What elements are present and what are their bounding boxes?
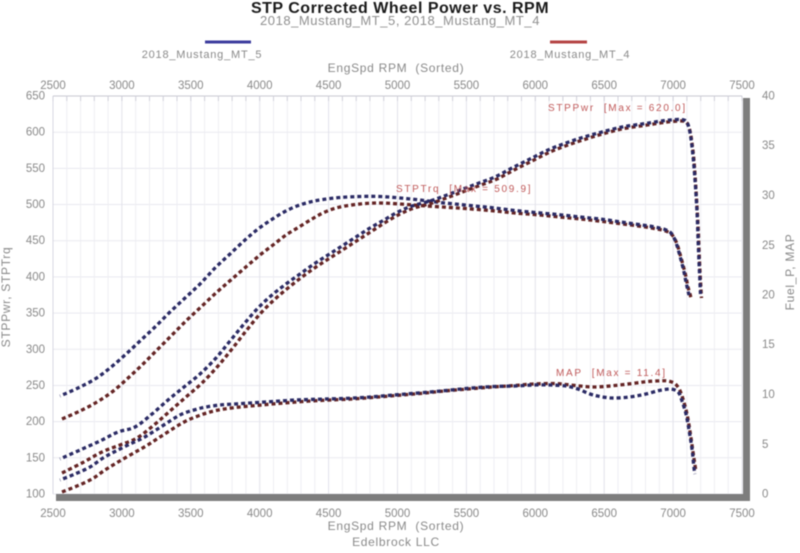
svg-text:2500: 2500 xyxy=(40,508,66,520)
svg-text:4000: 4000 xyxy=(247,80,273,92)
svg-text:4000: 4000 xyxy=(247,508,273,520)
svg-text:6000: 6000 xyxy=(523,80,549,92)
svg-text:5: 5 xyxy=(762,439,768,451)
svg-text:25: 25 xyxy=(762,240,775,252)
svg-text:3000: 3000 xyxy=(109,508,135,520)
svg-text:2018_Mustang_MT_5: 2018_Mustang_MT_5 xyxy=(142,49,263,61)
svg-text:650: 650 xyxy=(26,91,45,103)
svg-text:500: 500 xyxy=(26,199,45,211)
svg-text:200: 200 xyxy=(26,416,45,428)
svg-text:2500: 2500 xyxy=(40,80,66,92)
svg-text:4500: 4500 xyxy=(316,508,342,520)
svg-text:7500: 7500 xyxy=(729,80,755,92)
svg-text:30: 30 xyxy=(762,190,775,202)
svg-text:2018_Mustang_MT_4: 2018_Mustang_MT_4 xyxy=(510,49,631,61)
svg-text:EngSpd RPM (Sorted): EngSpd RPM (Sorted) xyxy=(328,61,465,75)
svg-text:150: 150 xyxy=(26,452,45,464)
svg-text:3500: 3500 xyxy=(178,508,204,520)
svg-text:600: 600 xyxy=(26,127,45,139)
svg-text:EngSpd RPM (Sorted): EngSpd RPM (Sorted) xyxy=(328,519,465,533)
svg-text:6500: 6500 xyxy=(591,80,617,92)
svg-text:350: 350 xyxy=(26,308,45,320)
svg-text:7000: 7000 xyxy=(660,80,686,92)
svg-text:STPTrq [Max = 509.9]: STPTrq [Max = 509.9] xyxy=(396,184,532,195)
svg-text:35: 35 xyxy=(762,140,775,152)
svg-text:STP Corrected Wheel Power vs.: STP Corrected Wheel Power vs. RPM xyxy=(251,0,549,17)
svg-text:STPPwr, STPTrq: STPPwr, STPTrq xyxy=(0,247,13,348)
svg-text:6500: 6500 xyxy=(591,508,617,520)
svg-text:20: 20 xyxy=(762,290,775,302)
svg-text:15: 15 xyxy=(762,339,775,351)
svg-text:40: 40 xyxy=(762,91,775,103)
svg-text:6000: 6000 xyxy=(523,508,549,520)
svg-text:5000: 5000 xyxy=(385,80,411,92)
svg-text:100: 100 xyxy=(26,489,45,501)
svg-text:10: 10 xyxy=(762,389,775,401)
svg-text:250: 250 xyxy=(26,380,45,392)
svg-text:7000: 7000 xyxy=(660,508,686,520)
svg-text:550: 550 xyxy=(26,163,45,175)
svg-text:400: 400 xyxy=(26,271,45,283)
svg-text:7500: 7500 xyxy=(729,508,755,520)
svg-text:300: 300 xyxy=(26,344,45,356)
svg-text:Edelbrock LLC: Edelbrock LLC xyxy=(352,535,440,549)
svg-text:3000: 3000 xyxy=(109,80,135,92)
svg-text:3500: 3500 xyxy=(178,80,204,92)
svg-text:MAP [Max = 11.4]: MAP [Max = 11.4] xyxy=(556,368,667,379)
svg-text:4500: 4500 xyxy=(316,80,342,92)
svg-text:5500: 5500 xyxy=(454,508,480,520)
svg-text:Fuel_P, MAP: Fuel_P, MAP xyxy=(783,234,797,311)
svg-text:STPPwr [Max = 620.0]: STPPwr [Max = 620.0] xyxy=(548,103,687,114)
svg-text:5000: 5000 xyxy=(385,508,411,520)
svg-text:450: 450 xyxy=(26,235,45,247)
svg-text:5500: 5500 xyxy=(454,80,480,92)
svg-text:0: 0 xyxy=(762,489,768,501)
svg-text:2018_Mustang_MT_5, 2018_Mustan: 2018_Mustang_MT_5, 2018_Mustang_MT_4 xyxy=(260,13,540,28)
